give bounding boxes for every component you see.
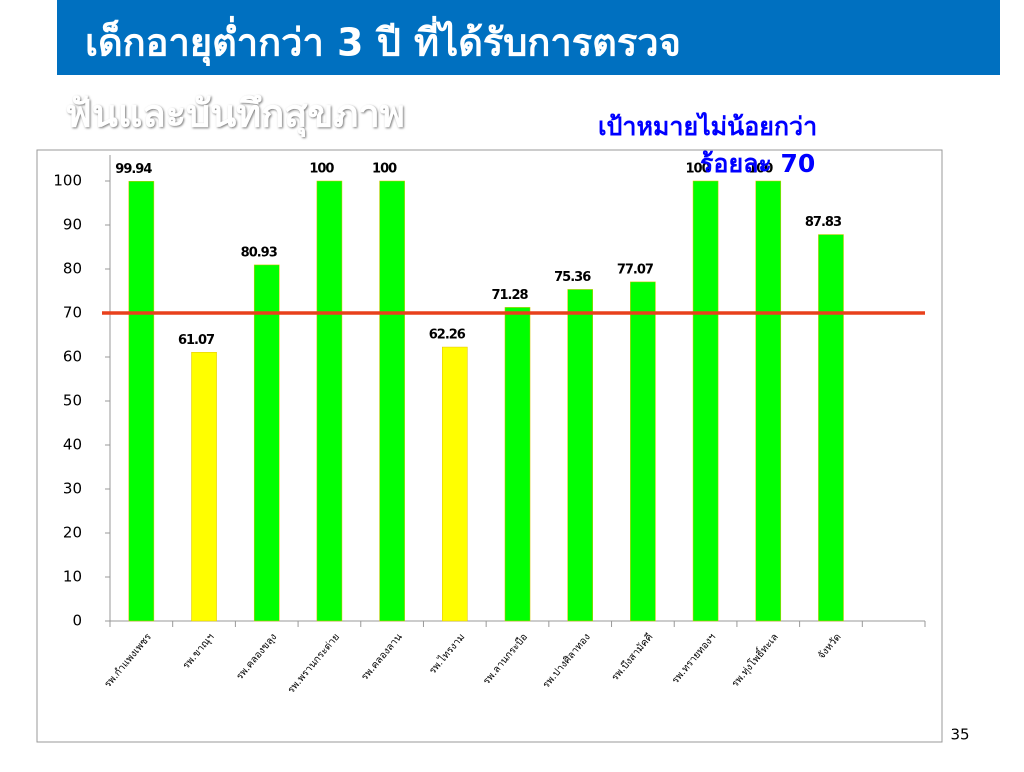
value-label: 100 <box>748 162 773 177</box>
title-line: เด็กอายุต่ำกว่า 3 ปี ที่ได้รับการตรวจ <box>85 16 681 67</box>
y-tick-label: 60 <box>63 348 82 366</box>
y-tick-label: 80 <box>63 260 82 278</box>
y-tick-label: 90 <box>63 216 82 234</box>
bar <box>567 289 593 622</box>
annotation: ร้อยละ 70 <box>700 149 815 178</box>
x-tick-label: รพ.พรานกระต่าย <box>286 632 342 696</box>
y-tick-label: 40 <box>63 436 82 454</box>
bar <box>191 352 217 622</box>
x-tick-label: รพ.ทุ่งโพธิ์ทะเล <box>728 630 781 690</box>
bar <box>316 180 343 622</box>
bar <box>504 307 531 622</box>
value-label: 87.83 <box>805 215 842 230</box>
x-tick-label: รพ.คลองขลุง <box>234 632 279 683</box>
bar <box>128 181 155 622</box>
annotation: เป้าหมายไม่น้อยกว่า <box>598 111 817 141</box>
bar <box>630 281 656 622</box>
y-tick-label: 70 <box>63 304 82 322</box>
value-label: 100 <box>309 162 334 177</box>
bar <box>253 264 280 622</box>
value-label: 80.93 <box>241 245 278 260</box>
value-label: 99.94 <box>115 162 152 177</box>
x-tick-label: จังหวัด <box>816 632 843 662</box>
bar <box>755 180 782 622</box>
x-tick-label: รพ.คลองลาน <box>359 632 404 683</box>
x-tick-label: รพ.ลานกระบือ <box>480 631 530 687</box>
title-line: ฟันและบันทึกสุขภาพ <box>65 92 405 138</box>
value-label: 62.26 <box>429 328 466 343</box>
x-tick-label: รพ.ไทรงาม <box>427 631 468 676</box>
y-tick-label: 10 <box>63 568 82 586</box>
bar <box>818 234 844 622</box>
value-label: 75.36 <box>554 270 591 285</box>
value-label: 61.07 <box>178 333 215 348</box>
x-tick-label: รพ.ปางศิลาทอง <box>541 632 593 691</box>
value-label: 71.28 <box>491 288 528 303</box>
bar <box>442 346 468 622</box>
chart-frame <box>36 149 943 743</box>
x-tick-label: รพ.ทรายทองฯ <box>670 632 718 686</box>
value-label: 100 <box>372 162 397 177</box>
x-tick-label: รพ.บึงสามัคคี <box>609 631 656 683</box>
bar <box>692 180 719 622</box>
x-tick-label: รพ.กำแพงเพชร <box>103 631 155 690</box>
x-tick-label: รพ.ขาณุฯ <box>181 632 217 672</box>
title-banner <box>57 0 1000 75</box>
y-tick-label: 20 <box>63 524 82 542</box>
bar <box>379 180 405 622</box>
y-tick-label: 50 <box>63 392 82 410</box>
y-tick-label: 30 <box>63 480 82 498</box>
y-tick-label: 100 <box>53 172 82 190</box>
value-label: 100 <box>686 162 711 177</box>
value-label: 77.07 <box>617 262 654 277</box>
y-tick-label: 0 <box>72 612 82 630</box>
page-number: 35 <box>950 726 969 744</box>
